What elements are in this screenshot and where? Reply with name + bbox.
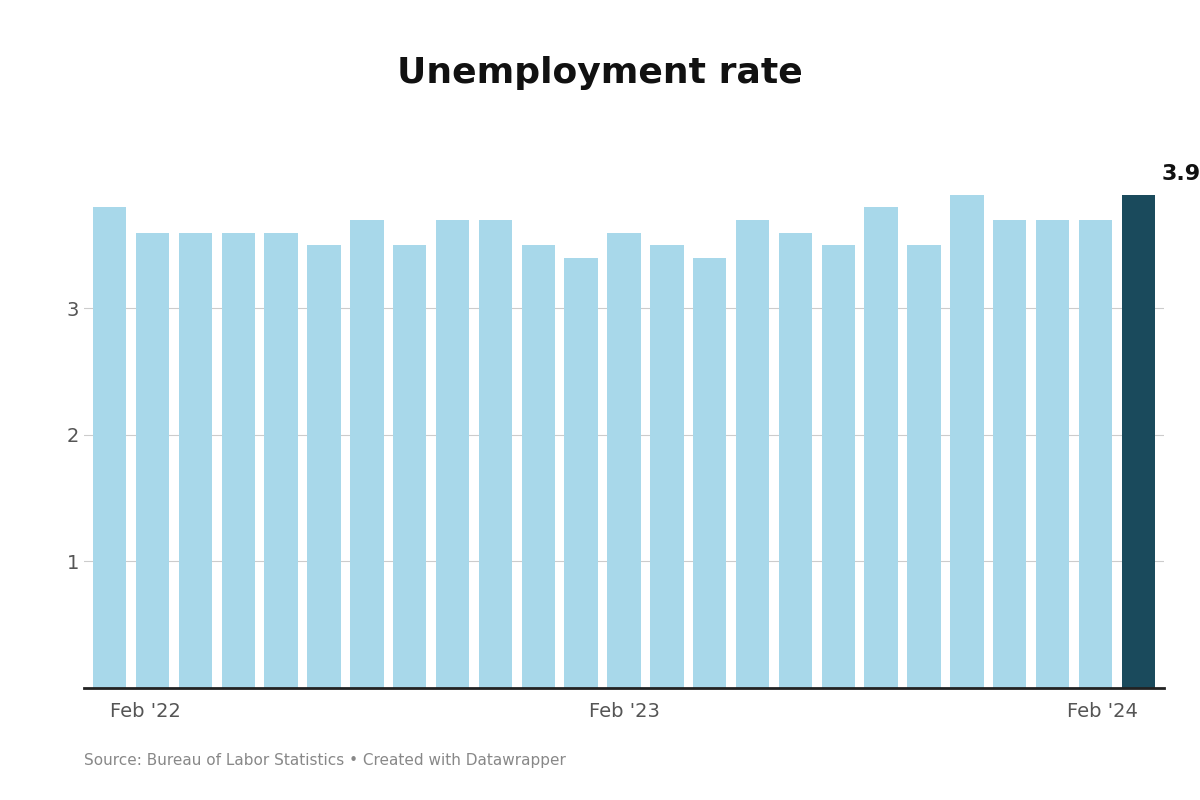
Text: 3.9: 3.9	[1162, 165, 1200, 185]
Bar	[822, 246, 854, 688]
Bar	[607, 233, 641, 688]
Bar	[950, 194, 984, 688]
Bar	[350, 220, 384, 688]
Bar	[264, 233, 298, 688]
Bar	[864, 207, 898, 688]
Bar	[736, 220, 769, 688]
Bar	[136, 233, 169, 688]
Bar	[436, 220, 469, 688]
Bar	[1122, 194, 1154, 688]
Bar	[222, 233, 254, 688]
Bar	[479, 220, 512, 688]
Bar	[179, 233, 212, 688]
Text: Unemployment rate: Unemployment rate	[397, 56, 803, 90]
Bar	[1079, 220, 1112, 688]
Bar	[907, 246, 941, 688]
Bar	[522, 246, 554, 688]
Text: Source: Bureau of Labor Statistics • Created with Datawrapper: Source: Bureau of Labor Statistics • Cre…	[84, 753, 566, 768]
Bar	[994, 220, 1026, 688]
Bar	[94, 207, 126, 688]
Bar	[694, 258, 726, 688]
Bar	[1036, 220, 1069, 688]
Bar	[779, 233, 812, 688]
Bar	[650, 246, 684, 688]
Bar	[564, 258, 598, 688]
Bar	[394, 246, 426, 688]
Bar	[307, 246, 341, 688]
